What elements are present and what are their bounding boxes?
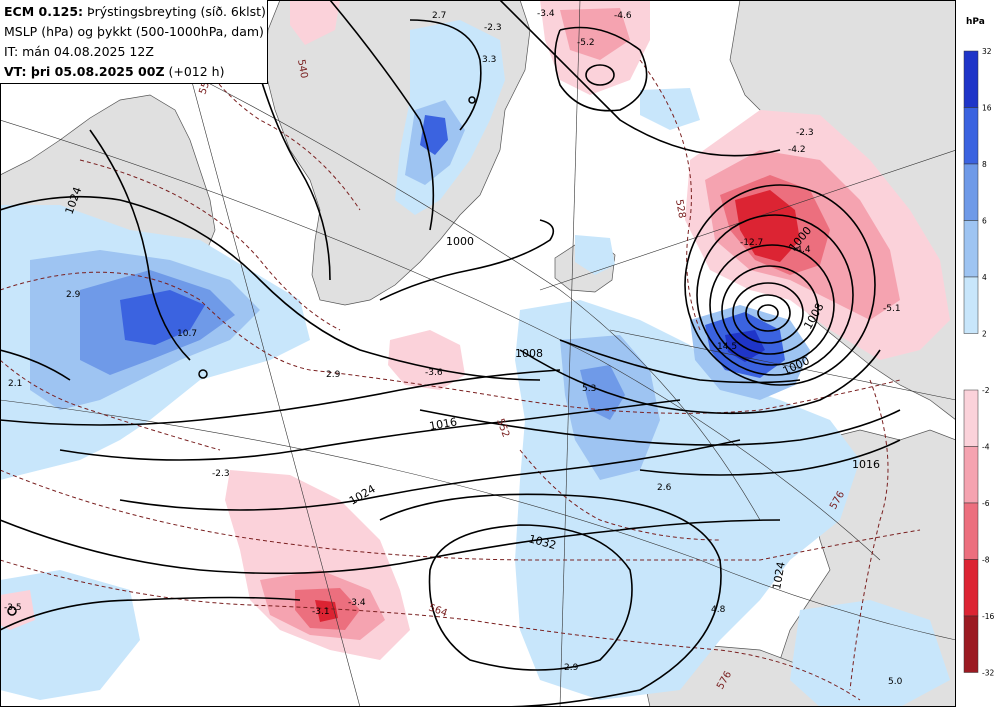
legend-tick-label: 8: [982, 160, 987, 169]
legend-swatch: [963, 220, 979, 278]
change-label: -3.6: [425, 368, 443, 378]
isobar-label: 1024: [770, 561, 788, 591]
legend-tick-label: 16: [982, 104, 992, 113]
isobar-label: 1016: [428, 415, 458, 433]
change-label: 2.9: [326, 370, 341, 380]
change-label: -3.5: [4, 603, 22, 613]
change-label: 5.3: [582, 384, 596, 394]
change-label: -3.4: [537, 9, 555, 19]
legend-tick-label: -6: [982, 499, 990, 508]
mslp-label: MSLP (hPa) og þykkt (500-1000hPa, dam): [4, 24, 264, 39]
legend-tick-label: -16: [982, 612, 994, 621]
isobar-label: 1016: [852, 458, 880, 471]
legend-swatch: [963, 615, 979, 673]
legend-tick-label: 2: [982, 330, 987, 339]
isobar-label: 1000: [446, 235, 474, 248]
change-label: -2.3: [212, 469, 230, 479]
legend-swatch: [963, 559, 979, 617]
change-label: 10.7: [177, 329, 197, 339]
thickness-label: 528: [673, 199, 687, 220]
init-time: IT: mán 04.08.2025 12Z: [4, 44, 154, 59]
legend-unit: hPa: [966, 17, 985, 27]
legend-swatch: [963, 389, 979, 447]
change-label: 3.3: [482, 55, 496, 65]
change-label: 5.0: [888, 677, 903, 687]
pressure-centers: [7, 96, 476, 616]
legend-swatch: [963, 107, 979, 165]
change-label: 2.6: [657, 483, 672, 493]
legend-swatch: [963, 163, 979, 221]
pressure-fall-shading: [0, 0, 950, 660]
legend-swatch: [963, 50, 979, 108]
thickness-contours: [0, 0, 921, 701]
change-label: 2.7: [432, 11, 446, 21]
change-label: 14.5: [717, 342, 737, 352]
map-info-panel: ECM 0.125: Þrýstingsbreyting (síð. 6klst…: [0, 0, 268, 84]
isobar-label: 1008: [515, 347, 543, 360]
change-label: -4.6: [614, 11, 632, 21]
legend-tick-label: -2: [982, 386, 990, 395]
lead-time: (+012 h): [168, 64, 225, 79]
legend-tick-label: -8: [982, 556, 990, 565]
change-label: -4.4: [793, 245, 811, 255]
legend-tick-label: 32: [982, 47, 992, 56]
change-label: -5.1: [883, 304, 901, 314]
pressure-rise-shading: [0, 20, 950, 707]
legend-swatch: [963, 446, 979, 504]
field-label: Þrýstingsbreyting (síð. 6klst): [87, 4, 266, 19]
legend-tick-label: 4: [982, 273, 987, 282]
change-label: 4.8: [711, 605, 726, 615]
change-label: -5.2: [577, 38, 595, 48]
legend-swatch: [963, 276, 979, 334]
valid-time: VT: þri 05.08.2025 00Z: [4, 64, 165, 79]
change-label: -12.7: [740, 238, 763, 248]
change-label: 2.1: [8, 379, 22, 389]
legend-tick-label: -32: [982, 669, 994, 678]
change-label: 2.9: [564, 663, 579, 673]
change-label: -3.1: [312, 607, 330, 617]
change-label: -2.3: [796, 128, 814, 138]
change-label: -4.2: [788, 145, 806, 155]
legend-swatch: [963, 502, 979, 560]
isobars: [0, 0, 901, 707]
legend-tick-label: -4: [982, 443, 990, 452]
change-labels: 2.7 -2.3 -3.4 -4.6 -5.2 3.3 2.9 10.7 2.1…: [4, 9, 903, 687]
change-label: -2.3: [484, 23, 502, 33]
thickness-label: 540: [295, 59, 309, 80]
change-label: 2.9: [66, 290, 81, 300]
weather-map: 1024 1000 1008 1016 1024 1032 1024 1016 …: [0, 0, 956, 707]
model-label: ECM 0.125:: [4, 4, 84, 19]
legend-bars: 32 16 8 6 4 2 -2 -4 -6 -8 -16 -32: [963, 47, 994, 678]
legend-tick-label: 6: [982, 217, 987, 226]
change-label: -3.4: [348, 598, 366, 608]
color-legend: hPa 32 16 8 6 4 2 -2 -4 -6 -8 -16 -32: [956, 0, 1000, 707]
